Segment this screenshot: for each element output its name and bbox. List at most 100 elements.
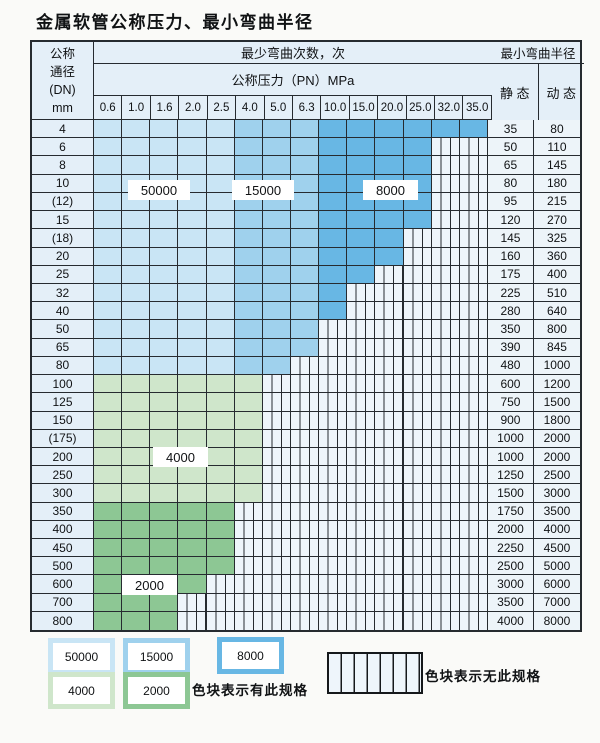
spec-cell xyxy=(206,557,235,576)
spec-cell xyxy=(206,265,235,284)
table-row: (175) 1000 2000 xyxy=(32,429,580,448)
spec-cell xyxy=(319,247,348,266)
spec-cell xyxy=(94,320,123,339)
static-radius-cell: 2250 xyxy=(487,539,534,558)
pressure-col-header: 35.0 xyxy=(463,96,492,120)
spec-cell xyxy=(122,156,151,175)
spec-cell xyxy=(122,557,151,576)
spec-cell xyxy=(290,302,320,321)
table-row: 80 480 1000 xyxy=(32,356,580,376)
legend-hatch-box xyxy=(327,652,423,694)
dn-cell: 4 xyxy=(32,120,94,139)
spec-cell xyxy=(375,247,404,266)
no-spec-cell xyxy=(234,611,263,631)
no-spec-cell xyxy=(375,502,404,521)
no-spec-cell xyxy=(431,283,460,303)
spec-cell xyxy=(94,520,123,540)
no-spec-cell xyxy=(431,174,460,193)
spec-cell xyxy=(178,484,207,503)
spec-cell xyxy=(122,393,151,412)
dn-cell: 500 xyxy=(32,557,94,576)
dynamic-radius-cell: 145 xyxy=(533,156,580,175)
spec-cell xyxy=(94,211,123,230)
dn-cell: 200 xyxy=(32,447,94,467)
dynamic-radius-cell: 8000 xyxy=(533,611,580,631)
static-radius-cell: 1250 xyxy=(487,466,534,485)
spec-cell xyxy=(234,283,263,303)
no-spec-cell xyxy=(319,593,348,612)
no-spec-cell xyxy=(431,429,460,448)
spec-cell xyxy=(122,429,151,448)
pressure-col-header: 25.0 xyxy=(406,96,436,120)
spec-cell xyxy=(122,411,151,430)
spec-cell xyxy=(234,247,263,266)
no-spec-cell xyxy=(375,265,404,284)
static-radius-cell: 2000 xyxy=(487,520,534,540)
no-spec-cell xyxy=(375,302,404,321)
spec-cell xyxy=(319,265,348,284)
no-spec-cell xyxy=(347,520,376,540)
no-spec-cell xyxy=(262,447,291,467)
spec-cell xyxy=(94,156,123,175)
legend-swatch: 4000 xyxy=(48,672,115,709)
no-spec-cell xyxy=(431,411,460,430)
no-spec-cell xyxy=(375,611,404,631)
spec-cell xyxy=(94,120,123,139)
spec-cell xyxy=(234,265,263,284)
dn-cell: (18) xyxy=(32,229,94,248)
dn-cell: 32 xyxy=(32,283,94,303)
spec-cell xyxy=(459,120,488,139)
pressure-header: 公称压力（PN）MPa xyxy=(94,64,492,96)
no-spec-cell xyxy=(375,557,404,576)
no-spec-cell xyxy=(319,411,348,430)
spec-cell xyxy=(94,283,123,303)
spec-cell xyxy=(375,156,404,175)
no-spec-cell xyxy=(459,356,488,376)
no-spec-cell xyxy=(262,393,291,412)
no-spec-cell xyxy=(347,557,376,576)
no-spec-cell xyxy=(319,338,348,357)
static-radius-cell: 2500 xyxy=(487,557,534,576)
no-spec-cell xyxy=(403,338,432,357)
no-spec-cell xyxy=(375,393,404,412)
no-spec-cell xyxy=(459,502,488,521)
no-spec-cell xyxy=(431,302,460,321)
dynamic-radius-cell: 510 xyxy=(533,283,580,303)
no-spec-cell xyxy=(234,502,263,521)
dynamic-radius-cell: 270 xyxy=(533,211,580,230)
spec-cell xyxy=(150,593,179,612)
spec-cell xyxy=(94,484,123,503)
spec-cell xyxy=(206,192,235,212)
dn-cell: (12) xyxy=(32,192,94,212)
no-spec-cell xyxy=(347,429,376,448)
spec-cell xyxy=(150,484,179,503)
no-spec-cell xyxy=(347,302,376,321)
spec-cell xyxy=(206,156,235,175)
legend-swatch: 50000 xyxy=(48,638,115,675)
no-spec-cell xyxy=(347,466,376,485)
spec-cell xyxy=(94,429,123,448)
table-row: 40 280 640 xyxy=(32,302,580,321)
spec-cell xyxy=(234,484,263,503)
spec-cell xyxy=(290,283,320,303)
no-spec-cell xyxy=(347,484,376,503)
spec-cell xyxy=(178,338,207,357)
spec-cell xyxy=(206,429,235,448)
zone-label: 50000 xyxy=(128,180,190,200)
no-spec-cell xyxy=(375,338,404,357)
spec-cell xyxy=(319,174,348,193)
spec-cell xyxy=(206,138,235,157)
dynamic-radius-cell: 80 xyxy=(533,120,580,139)
spec-cell xyxy=(150,320,179,339)
spec-cell xyxy=(262,302,291,321)
spec-cell xyxy=(150,302,179,321)
no-spec-cell xyxy=(262,520,291,540)
dynamic-radius-cell: 1000 xyxy=(533,356,580,376)
spec-cell xyxy=(122,447,151,467)
spec-cell xyxy=(94,229,123,248)
dynamic-radius-cell: 800 xyxy=(533,320,580,339)
no-spec-cell xyxy=(290,484,320,503)
dynamic-radius-cell: 2000 xyxy=(533,429,580,448)
no-spec-cell xyxy=(375,411,404,430)
static-radius-cell: 750 xyxy=(487,393,534,412)
